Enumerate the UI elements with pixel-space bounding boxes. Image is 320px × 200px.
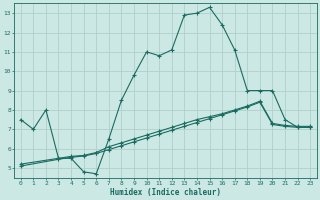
X-axis label: Humidex (Indice chaleur): Humidex (Indice chaleur) [110,188,221,197]
